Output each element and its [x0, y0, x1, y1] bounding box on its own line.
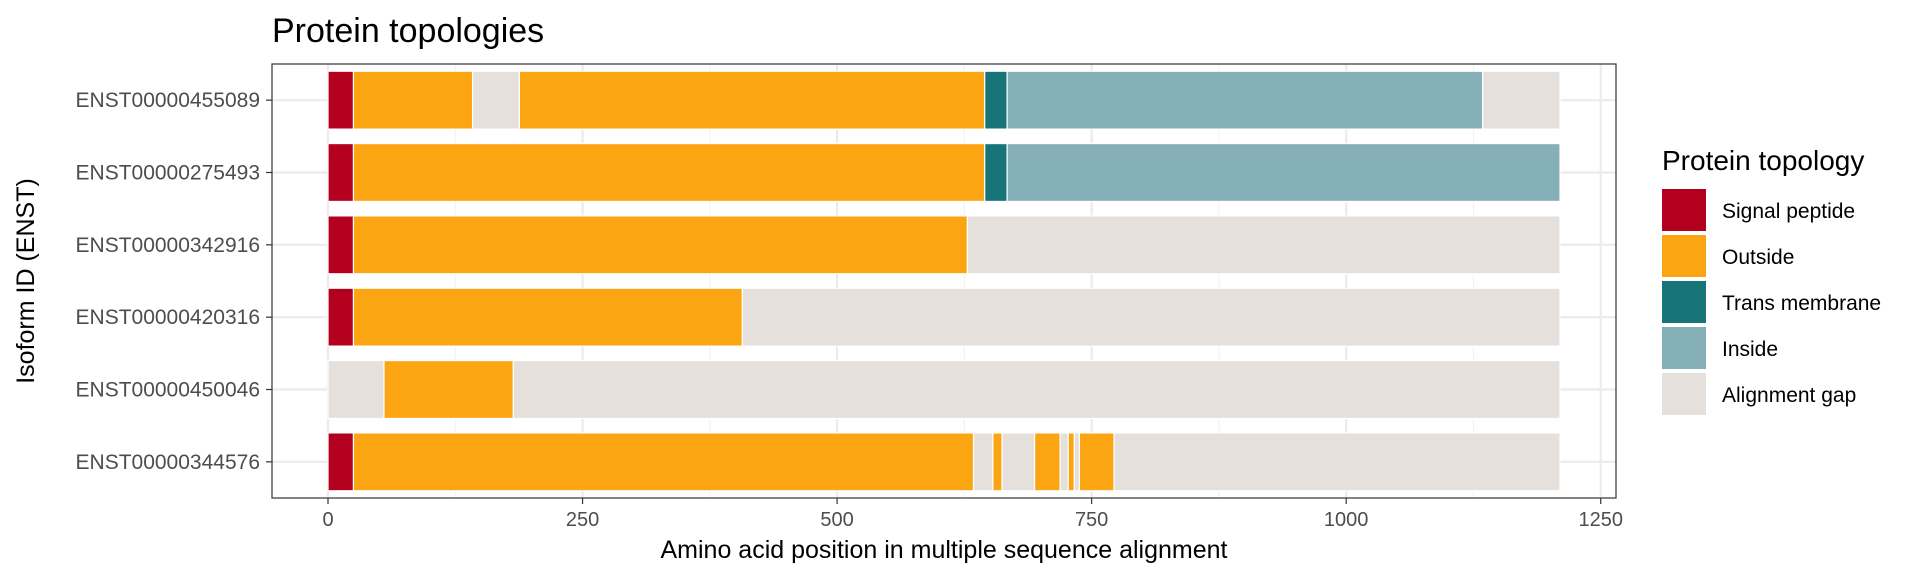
panel-border — [271, 63, 1617, 499]
bar-segment-outside — [352, 432, 975, 492]
bar-segment-gap — [1001, 432, 1036, 492]
bar-segment-inside — [1006, 70, 1484, 130]
bar-segment-gap — [1059, 432, 1069, 492]
bar-segment-outside — [518, 70, 986, 130]
bar-segment-outside — [1034, 432, 1061, 492]
legend-label-tm: Trans membrane — [1722, 292, 1881, 315]
legend-label-inside: Inside — [1722, 338, 1778, 361]
bar-segment-signal — [327, 287, 355, 347]
panel-background — [272, 64, 1616, 498]
bar-segment-outside — [352, 70, 474, 130]
y-axis-title: Isoform ID (ENST) — [12, 178, 40, 384]
bar-segment-inside — [1006, 142, 1561, 203]
y-category-label: ENST00000420316 — [76, 306, 260, 329]
x-axis: 0 250 500 750 1000 1250 — [322, 498, 1623, 531]
legend-label-outside: Outside — [1722, 246, 1794, 269]
y-category-label: ENST00000275493 — [76, 162, 260, 185]
x-tick-label: 1000 — [1324, 509, 1369, 531]
bar-segment-signal — [327, 70, 355, 130]
bar-segment-outside — [352, 287, 744, 347]
grid-layer — [272, 64, 1616, 498]
bar-segment-signal — [327, 215, 355, 275]
legend: Protein topology Signal peptide Outside Tr… — [1662, 145, 1881, 415]
y-category-label: ENST00000342916 — [76, 234, 260, 257]
bar-segment-tm — [984, 142, 1008, 203]
x-tick-label: 0 — [322, 509, 333, 531]
y-category-label: ENST00000344576 — [76, 451, 260, 474]
bar-segment-outside — [992, 432, 1003, 492]
bar-segment-signal — [327, 432, 355, 492]
bar-segment-tm — [984, 70, 1008, 130]
x-axis-title: Amino acid position in multiple sequence… — [661, 536, 1228, 564]
legend-title: Protein topology — [1662, 145, 1864, 176]
x-tick-label: 750 — [1075, 509, 1108, 531]
bar-segment-outside — [1078, 432, 1115, 492]
legend-swatch-outside — [1662, 235, 1706, 277]
bar-segment-gap — [966, 215, 1561, 275]
legend-swatch-inside — [1662, 327, 1706, 369]
bar-segment-gap — [1482, 70, 1561, 130]
legend-label-gap: Alignment gap — [1722, 384, 1856, 407]
bar-segment-gap — [327, 359, 385, 420]
bar-segment-gap — [512, 359, 1561, 420]
bar-segment-outside — [383, 359, 514, 420]
bar-segment-gap — [471, 70, 521, 130]
legend-swatch-tm — [1662, 281, 1706, 323]
legend-swatch-signal — [1662, 189, 1706, 231]
x-tick-label: 250 — [566, 509, 599, 531]
y-axis: ENST00000455089 ENST00000275493 ENST000003… — [76, 89, 272, 474]
bar-segment-signal — [327, 142, 355, 203]
bar-segment-gap — [1113, 432, 1561, 492]
bars-layer — [327, 70, 1561, 492]
y-category-label: ENST00000455089 — [76, 89, 260, 112]
x-tick-label: 1250 — [1578, 509, 1623, 531]
bar-segment-gap — [972, 432, 994, 492]
bar-segment-gap — [741, 287, 1561, 347]
legend-label-signal: Signal peptide — [1722, 200, 1855, 223]
y-category-label: ENST00000450046 — [76, 379, 260, 402]
bar-segment-gap — [1073, 432, 1081, 492]
chart-title: Protein topologies — [272, 12, 544, 50]
x-tick-label: 500 — [820, 509, 853, 531]
bar-segment-outside — [352, 215, 969, 275]
bar-segment-outside — [1067, 432, 1075, 492]
legend-swatch-gap — [1662, 373, 1706, 415]
bar-segment-outside — [352, 142, 986, 203]
